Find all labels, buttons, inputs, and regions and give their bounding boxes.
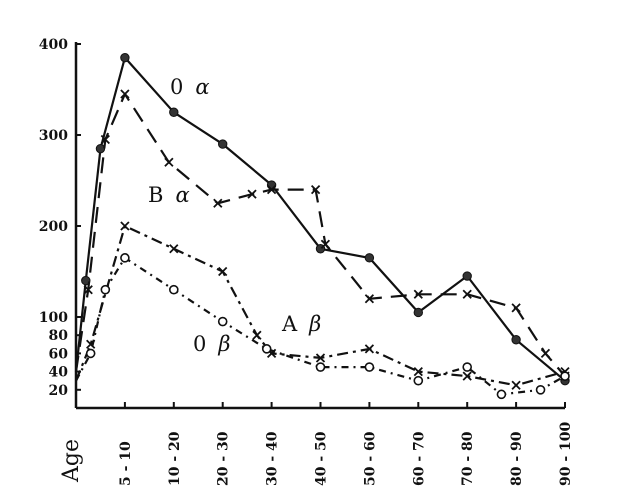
data-point <box>100 134 110 145</box>
series-2 <box>74 221 570 390</box>
x-tick-label: 80 - 90 <box>509 431 525 486</box>
data-point <box>169 244 179 254</box>
data-point <box>120 89 130 99</box>
data-point <box>540 348 551 359</box>
y-tick-label: 200 <box>39 219 68 235</box>
series-line <box>75 256 566 396</box>
series-label-letter: 0 <box>193 332 206 356</box>
y-tick-label: 40 <box>49 365 69 381</box>
data-point <box>266 184 277 195</box>
series-labels: 0 αB αA β0 β <box>148 75 321 356</box>
data-point <box>496 389 507 400</box>
series-layer <box>74 52 570 400</box>
data-point <box>315 353 326 363</box>
series-1 <box>74 89 570 381</box>
data-point <box>252 330 262 340</box>
data-point <box>85 348 96 359</box>
x-tick-label: 20 - 30 <box>216 431 232 486</box>
data-point <box>535 384 546 395</box>
x-tick-label: 50 - 60 <box>362 431 378 486</box>
data-point <box>413 289 423 299</box>
x-tick-label: 10 - 20 <box>167 431 183 486</box>
series-3 <box>75 253 570 400</box>
data-point <box>120 52 130 63</box>
series-label-letter: A <box>281 312 298 336</box>
data-point <box>169 284 179 295</box>
data-point <box>364 362 375 372</box>
data-point <box>364 344 375 354</box>
x-tick-label: 60 - 70 <box>411 431 427 486</box>
series-line <box>74 92 566 377</box>
data-point <box>310 184 321 195</box>
data-point <box>83 285 93 295</box>
series-label-greek: β <box>217 332 230 356</box>
data-point <box>413 375 424 386</box>
x-tick-label: 5 - 10 <box>118 441 134 486</box>
x-tick-label: 30 - 40 <box>265 431 281 486</box>
data-point <box>218 139 228 149</box>
data-point <box>413 366 423 377</box>
data-point <box>320 239 331 249</box>
data-point <box>120 221 130 231</box>
y-tick-label: 60 <box>49 346 69 362</box>
data-point <box>261 344 272 354</box>
data-point <box>100 284 111 295</box>
series-label-greek: α <box>195 75 209 99</box>
series-label-greek: β <box>308 312 321 336</box>
data-point <box>511 303 521 313</box>
data-point <box>462 289 472 299</box>
series-label-letter: B <box>148 183 163 207</box>
y-tick-label: 20 <box>49 383 69 399</box>
y-tick-label: 80 <box>49 328 69 344</box>
chart-axes <box>74 42 565 410</box>
data-point <box>213 198 223 208</box>
data-point <box>462 362 473 372</box>
x-tick-label: 90 - 100 <box>558 421 574 486</box>
data-point <box>120 253 130 263</box>
data-point <box>462 271 472 281</box>
data-point <box>247 189 257 199</box>
x-axis-title: Age <box>59 439 84 483</box>
data-point <box>81 275 91 286</box>
data-point <box>462 371 472 381</box>
data-point <box>560 371 570 381</box>
series-label-greek: α <box>175 183 189 207</box>
x-tick-label: 70 - 80 <box>460 431 476 486</box>
y-axis-ticks: 20 40 60 80 100 200 300 400 <box>39 37 81 399</box>
data-point <box>511 335 521 345</box>
series-label-letter: 0 <box>170 75 183 99</box>
data-point <box>413 307 423 318</box>
data-point <box>95 143 106 154</box>
y-tick-label: 400 <box>39 37 68 53</box>
x-axis-ticks: 5 - 10 10 - 20 20 - 30 30 - 40 40 - 50 50 - 6… <box>118 402 574 486</box>
y-tick-label: 100 <box>39 310 68 326</box>
data-point <box>266 180 277 190</box>
series-0 <box>74 52 570 386</box>
data-point <box>169 107 179 117</box>
y-tick-label: 300 <box>39 128 68 144</box>
data-point <box>164 157 174 167</box>
data-point <box>511 380 521 390</box>
data-point <box>218 266 228 277</box>
x-tick-label: 40 - 50 <box>314 431 330 486</box>
data-point <box>364 294 375 304</box>
data-point <box>315 362 326 372</box>
data-point <box>217 316 228 327</box>
data-point <box>364 253 375 263</box>
